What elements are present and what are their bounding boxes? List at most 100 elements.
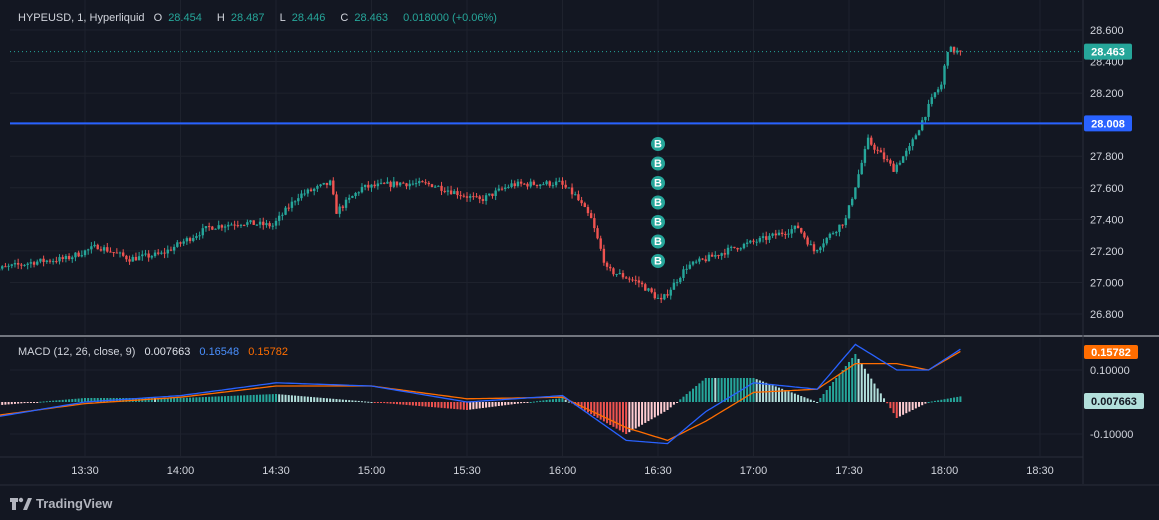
candle-body[interactable] [911, 139, 914, 147]
candle-body[interactable] [150, 256, 154, 258]
candle-body[interactable] [580, 200, 583, 204]
candle-body[interactable] [838, 224, 841, 232]
candle-body[interactable] [71, 257, 74, 260]
candle-body[interactable] [446, 190, 450, 192]
candle-body[interactable] [640, 282, 644, 285]
candle-body[interactable] [933, 92, 937, 98]
candle-body[interactable] [921, 120, 924, 131]
candle-body[interactable] [914, 135, 918, 140]
candle-body[interactable] [481, 199, 485, 201]
candle-body[interactable] [297, 198, 300, 202]
buy-marker[interactable] [651, 215, 665, 229]
candle-body[interactable] [398, 182, 402, 186]
candle-body[interactable] [596, 228, 599, 239]
candle-body[interactable] [758, 237, 762, 242]
candle-body[interactable] [863, 149, 867, 163]
candle-body[interactable] [258, 221, 262, 225]
candle-body[interactable] [179, 242, 182, 244]
candle-body[interactable] [484, 195, 488, 201]
candle-body[interactable] [800, 228, 803, 233]
candle-body[interactable] [389, 181, 392, 187]
candle-body[interactable] [328, 180, 332, 185]
candle-body[interactable] [940, 84, 943, 90]
candle-body[interactable] [306, 189, 310, 194]
candle-body[interactable] [319, 184, 322, 187]
candle-body[interactable] [341, 206, 345, 208]
candle-body[interactable] [440, 185, 443, 191]
candle-body[interactable] [230, 224, 233, 226]
candle-body[interactable] [787, 233, 790, 235]
candle-body[interactable] [621, 273, 625, 278]
candle-body[interactable] [803, 232, 806, 238]
candle-body[interactable] [765, 236, 768, 240]
candle-body[interactable] [408, 183, 411, 187]
candle-body[interactable] [271, 225, 275, 227]
candle-body[interactable] [717, 255, 720, 257]
candle-body[interactable] [924, 116, 927, 121]
candle-body[interactable] [465, 196, 469, 198]
candle-body[interactable] [227, 224, 230, 227]
candle-body[interactable] [567, 187, 571, 189]
candle-body[interactable] [564, 184, 567, 188]
candle-body[interactable] [239, 224, 243, 226]
candle-body[interactable] [115, 252, 119, 254]
candle-body[interactable] [160, 252, 163, 254]
candle-body[interactable] [736, 247, 739, 250]
candle-body[interactable] [529, 181, 532, 187]
candle-body[interactable] [809, 244, 812, 246]
candle-body[interactable] [443, 190, 446, 192]
candle-body[interactable] [290, 201, 294, 208]
candle-body[interactable] [77, 252, 80, 257]
candle-body[interactable] [402, 182, 405, 184]
candle-body[interactable] [672, 282, 676, 290]
buy-marker[interactable] [651, 195, 665, 210]
candle-body[interactable] [691, 261, 695, 265]
candle-body[interactable] [586, 207, 590, 214]
candle-body[interactable] [351, 196, 354, 198]
candle-body[interactable] [207, 226, 211, 228]
candle-body[interactable] [679, 277, 682, 283]
candle-body[interactable] [784, 234, 787, 236]
candle-body[interactable] [137, 256, 141, 261]
candle-body[interactable] [118, 252, 122, 254]
candle-body[interactable] [332, 180, 335, 195]
candle-body[interactable] [558, 180, 561, 182]
candle-body[interactable] [411, 183, 415, 185]
candle-body[interactable] [198, 235, 201, 237]
candle-body[interactable] [424, 182, 427, 184]
candle-body[interactable] [201, 228, 204, 236]
candle-body[interactable] [510, 183, 513, 187]
buy-marker[interactable] [651, 137, 665, 151]
candle-body[interactable] [379, 182, 383, 184]
candle-body[interactable] [656, 297, 660, 299]
candle-body[interactable] [733, 246, 736, 248]
candle-body[interactable] [539, 184, 542, 186]
candle-body[interactable] [39, 258, 42, 262]
candle-body[interactable] [768, 235, 771, 240]
candle-body[interactable] [10, 264, 13, 266]
candle-body[interactable] [338, 206, 341, 214]
candle-body[interactable] [185, 238, 189, 242]
candle-body[interactable] [796, 225, 800, 229]
buy-marker[interactable] [651, 156, 665, 171]
candle-body[interactable] [828, 233, 832, 238]
candle-body[interactable] [456, 191, 459, 196]
candle-body[interactable] [449, 190, 453, 195]
candle-body[interactable] [631, 279, 634, 281]
candle-body[interactable] [704, 259, 707, 262]
candle-body[interactable] [644, 284, 647, 291]
candle-body[interactable] [204, 226, 208, 229]
candle-body[interactable] [618, 273, 621, 275]
candle-body[interactable] [459, 195, 462, 197]
candle-body[interactable] [96, 244, 99, 250]
candle-body[interactable] [892, 163, 895, 172]
candle-body[interactable] [777, 232, 781, 236]
candle-body[interactable] [723, 253, 727, 255]
candle-body[interactable] [106, 247, 109, 252]
candle-body[interactable] [13, 263, 17, 265]
candle-body[interactable] [936, 89, 940, 93]
candle-body[interactable] [650, 288, 653, 293]
candle-body[interactable] [99, 249, 103, 251]
candle-body[interactable] [535, 184, 539, 186]
candle-body[interactable] [16, 263, 20, 265]
